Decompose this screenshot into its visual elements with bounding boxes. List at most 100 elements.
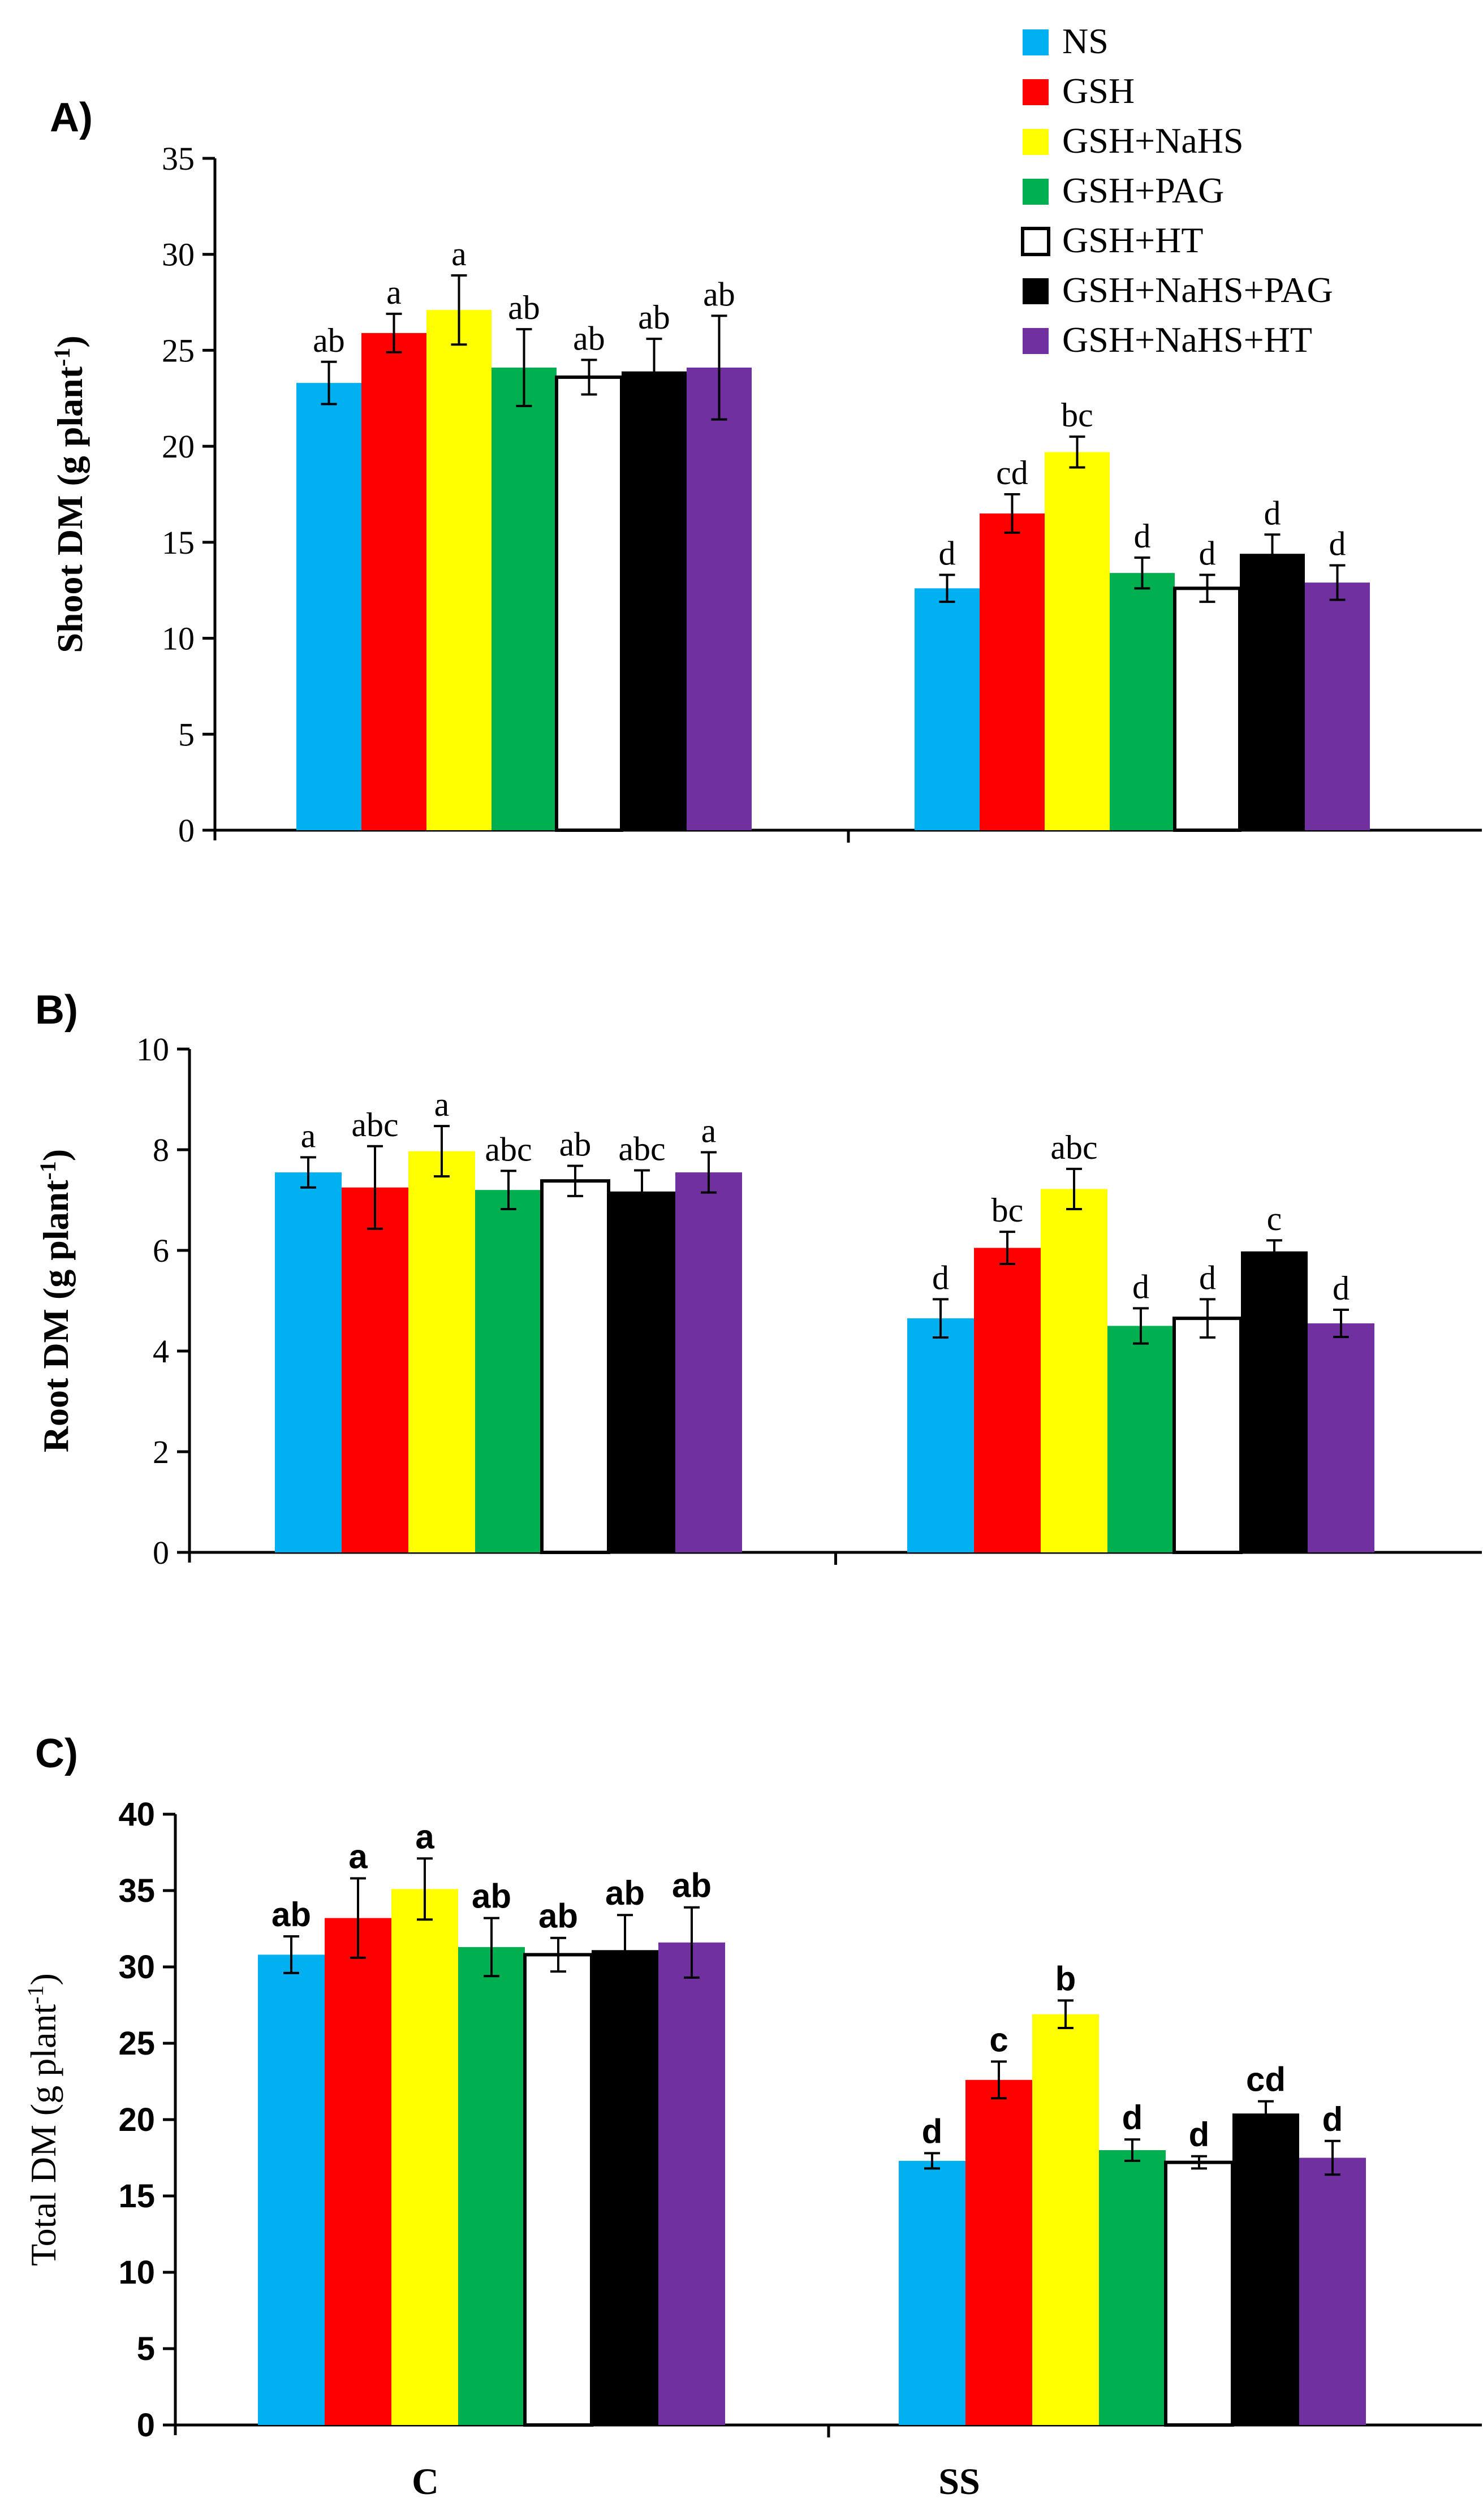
- bar: [258, 1954, 325, 2425]
- y-tick-label: 6: [153, 1232, 169, 1269]
- legend-label: GSH+PAG: [1062, 170, 1224, 210]
- legend-entry: GSH+PAG: [1023, 170, 1224, 210]
- bar: [658, 1942, 725, 2425]
- bar: [1308, 1323, 1374, 1552]
- significance-letter: d: [932, 1259, 949, 1296]
- y-tick-label: 10: [118, 2254, 155, 2291]
- y-axis-title: Shoot DM (g plant-1): [49, 335, 90, 653]
- bar: [974, 1248, 1041, 1552]
- y-tick-label: 30: [162, 236, 195, 273]
- bar: [1240, 554, 1305, 830]
- significance-letter: abc: [485, 1130, 532, 1168]
- panel-a: A) 0 5 10 15 20 25 30 35 Shoot DM (g plant-1) ab d a…: [49, 95, 1482, 849]
- x-category-labels: C SS: [412, 2461, 980, 2502]
- y-tick-label: 0: [137, 2407, 155, 2444]
- bar: [492, 367, 557, 830]
- significance-letter: abc: [351, 1106, 398, 1144]
- bar: [687, 367, 752, 830]
- legend-label: GSH+HT: [1062, 220, 1203, 260]
- y-axis-title-main: Root DM (g plant: [36, 1180, 76, 1452]
- bar: [1032, 2014, 1099, 2425]
- bar: [915, 588, 980, 830]
- y-axis-title-superscript: -1: [35, 1161, 61, 1180]
- significance-letter: d: [922, 2112, 943, 2150]
- bar: [1045, 452, 1110, 830]
- significance-letter: ab: [573, 320, 605, 357]
- significance-letter: d: [1329, 525, 1346, 563]
- significance-letter: d: [1322, 2100, 1343, 2138]
- bar: [1305, 582, 1370, 830]
- bar: [1232, 2113, 1299, 2425]
- significance-letter: d: [939, 535, 956, 572]
- y-tick-label: 20: [118, 2102, 155, 2138]
- significance-letter: bc: [1061, 396, 1093, 434]
- x-category-label: SS: [938, 2461, 980, 2502]
- bar: [1107, 1326, 1174, 1552]
- legend-label: GSH: [1062, 71, 1135, 111]
- significance-letter: ab: [638, 299, 670, 336]
- bar: [592, 1950, 658, 2425]
- significance-letter: abc: [1050, 1129, 1097, 1166]
- significance-letter: ab: [703, 275, 735, 313]
- y-axis-title: Total DM (g plant-1): [23, 1973, 64, 2266]
- significance-letter: abc: [618, 1130, 665, 1167]
- y-tick-label: 0: [153, 1534, 169, 1571]
- significance-letter: d: [1122, 2099, 1143, 2137]
- bar: [391, 1889, 458, 2425]
- legend-swatch: [1023, 129, 1049, 155]
- bar: [1041, 1189, 1107, 1552]
- bar: [899, 2160, 965, 2425]
- bar: [675, 1172, 742, 1552]
- significance-letter: a: [301, 1117, 316, 1154]
- significance-letter: d: [1199, 535, 1216, 572]
- bar: [523, 1953, 593, 2427]
- y-tick-label: 5: [178, 716, 195, 753]
- significance-letter: d: [1264, 494, 1281, 532]
- bar: [325, 1918, 391, 2425]
- y-axis-title-close: ): [36, 1149, 76, 1161]
- bar: [361, 333, 426, 830]
- legend-swatch: [1023, 278, 1049, 304]
- significance-letter: b: [1055, 1960, 1076, 1997]
- bar: [540, 1179, 610, 1554]
- legend-entry: GSH+NaHS+PAG: [1023, 270, 1333, 310]
- significance-letter: a: [451, 235, 467, 273]
- legend-entry: GSH+NaHS+HT: [1023, 320, 1312, 360]
- bar: [296, 383, 361, 830]
- legend-label: GSH+NaHS+HT: [1062, 320, 1312, 360]
- bar: [1110, 573, 1175, 830]
- significance-letter: c: [989, 2021, 1008, 2059]
- bar: [342, 1187, 408, 1552]
- panel-label: A): [50, 95, 93, 140]
- significance-letter: a: [415, 1818, 434, 1856]
- significance-letter: ab: [313, 322, 345, 359]
- significance-letter: cd: [996, 454, 1028, 491]
- legend-swatch: [1021, 227, 1050, 256]
- y-axis-title: Root DM (g plant-1): [35, 1149, 76, 1452]
- significance-letter: ab: [605, 1874, 645, 1912]
- bar: [965, 2079, 1032, 2425]
- bar: [907, 1318, 974, 1552]
- significance-letter: a: [386, 274, 402, 311]
- y-tick-label: 15: [118, 2178, 155, 2215]
- y-axis-title-main: Shoot DM (g plant: [50, 366, 90, 653]
- y-tick-label: 4: [153, 1333, 169, 1370]
- bar: [408, 1151, 475, 1552]
- panel-label: C): [35, 1731, 78, 1776]
- legend-label: NS: [1062, 21, 1109, 61]
- bar: [475, 1190, 542, 1552]
- y-tick-label: 15: [162, 524, 195, 561]
- bar: [1099, 2150, 1166, 2425]
- bar: [622, 371, 687, 830]
- y-tick-label: 0: [178, 812, 195, 849]
- bar: [458, 1947, 525, 2425]
- y-tick-label: 25: [118, 2025, 155, 2062]
- y-tick-label: 25: [162, 332, 195, 369]
- significance-letter: a: [348, 1837, 368, 1875]
- significance-letter: ab: [559, 1125, 592, 1163]
- panel-label: B): [35, 987, 78, 1033]
- significance-letter: bc: [991, 1192, 1024, 1229]
- significance-letter: d: [1132, 1268, 1149, 1305]
